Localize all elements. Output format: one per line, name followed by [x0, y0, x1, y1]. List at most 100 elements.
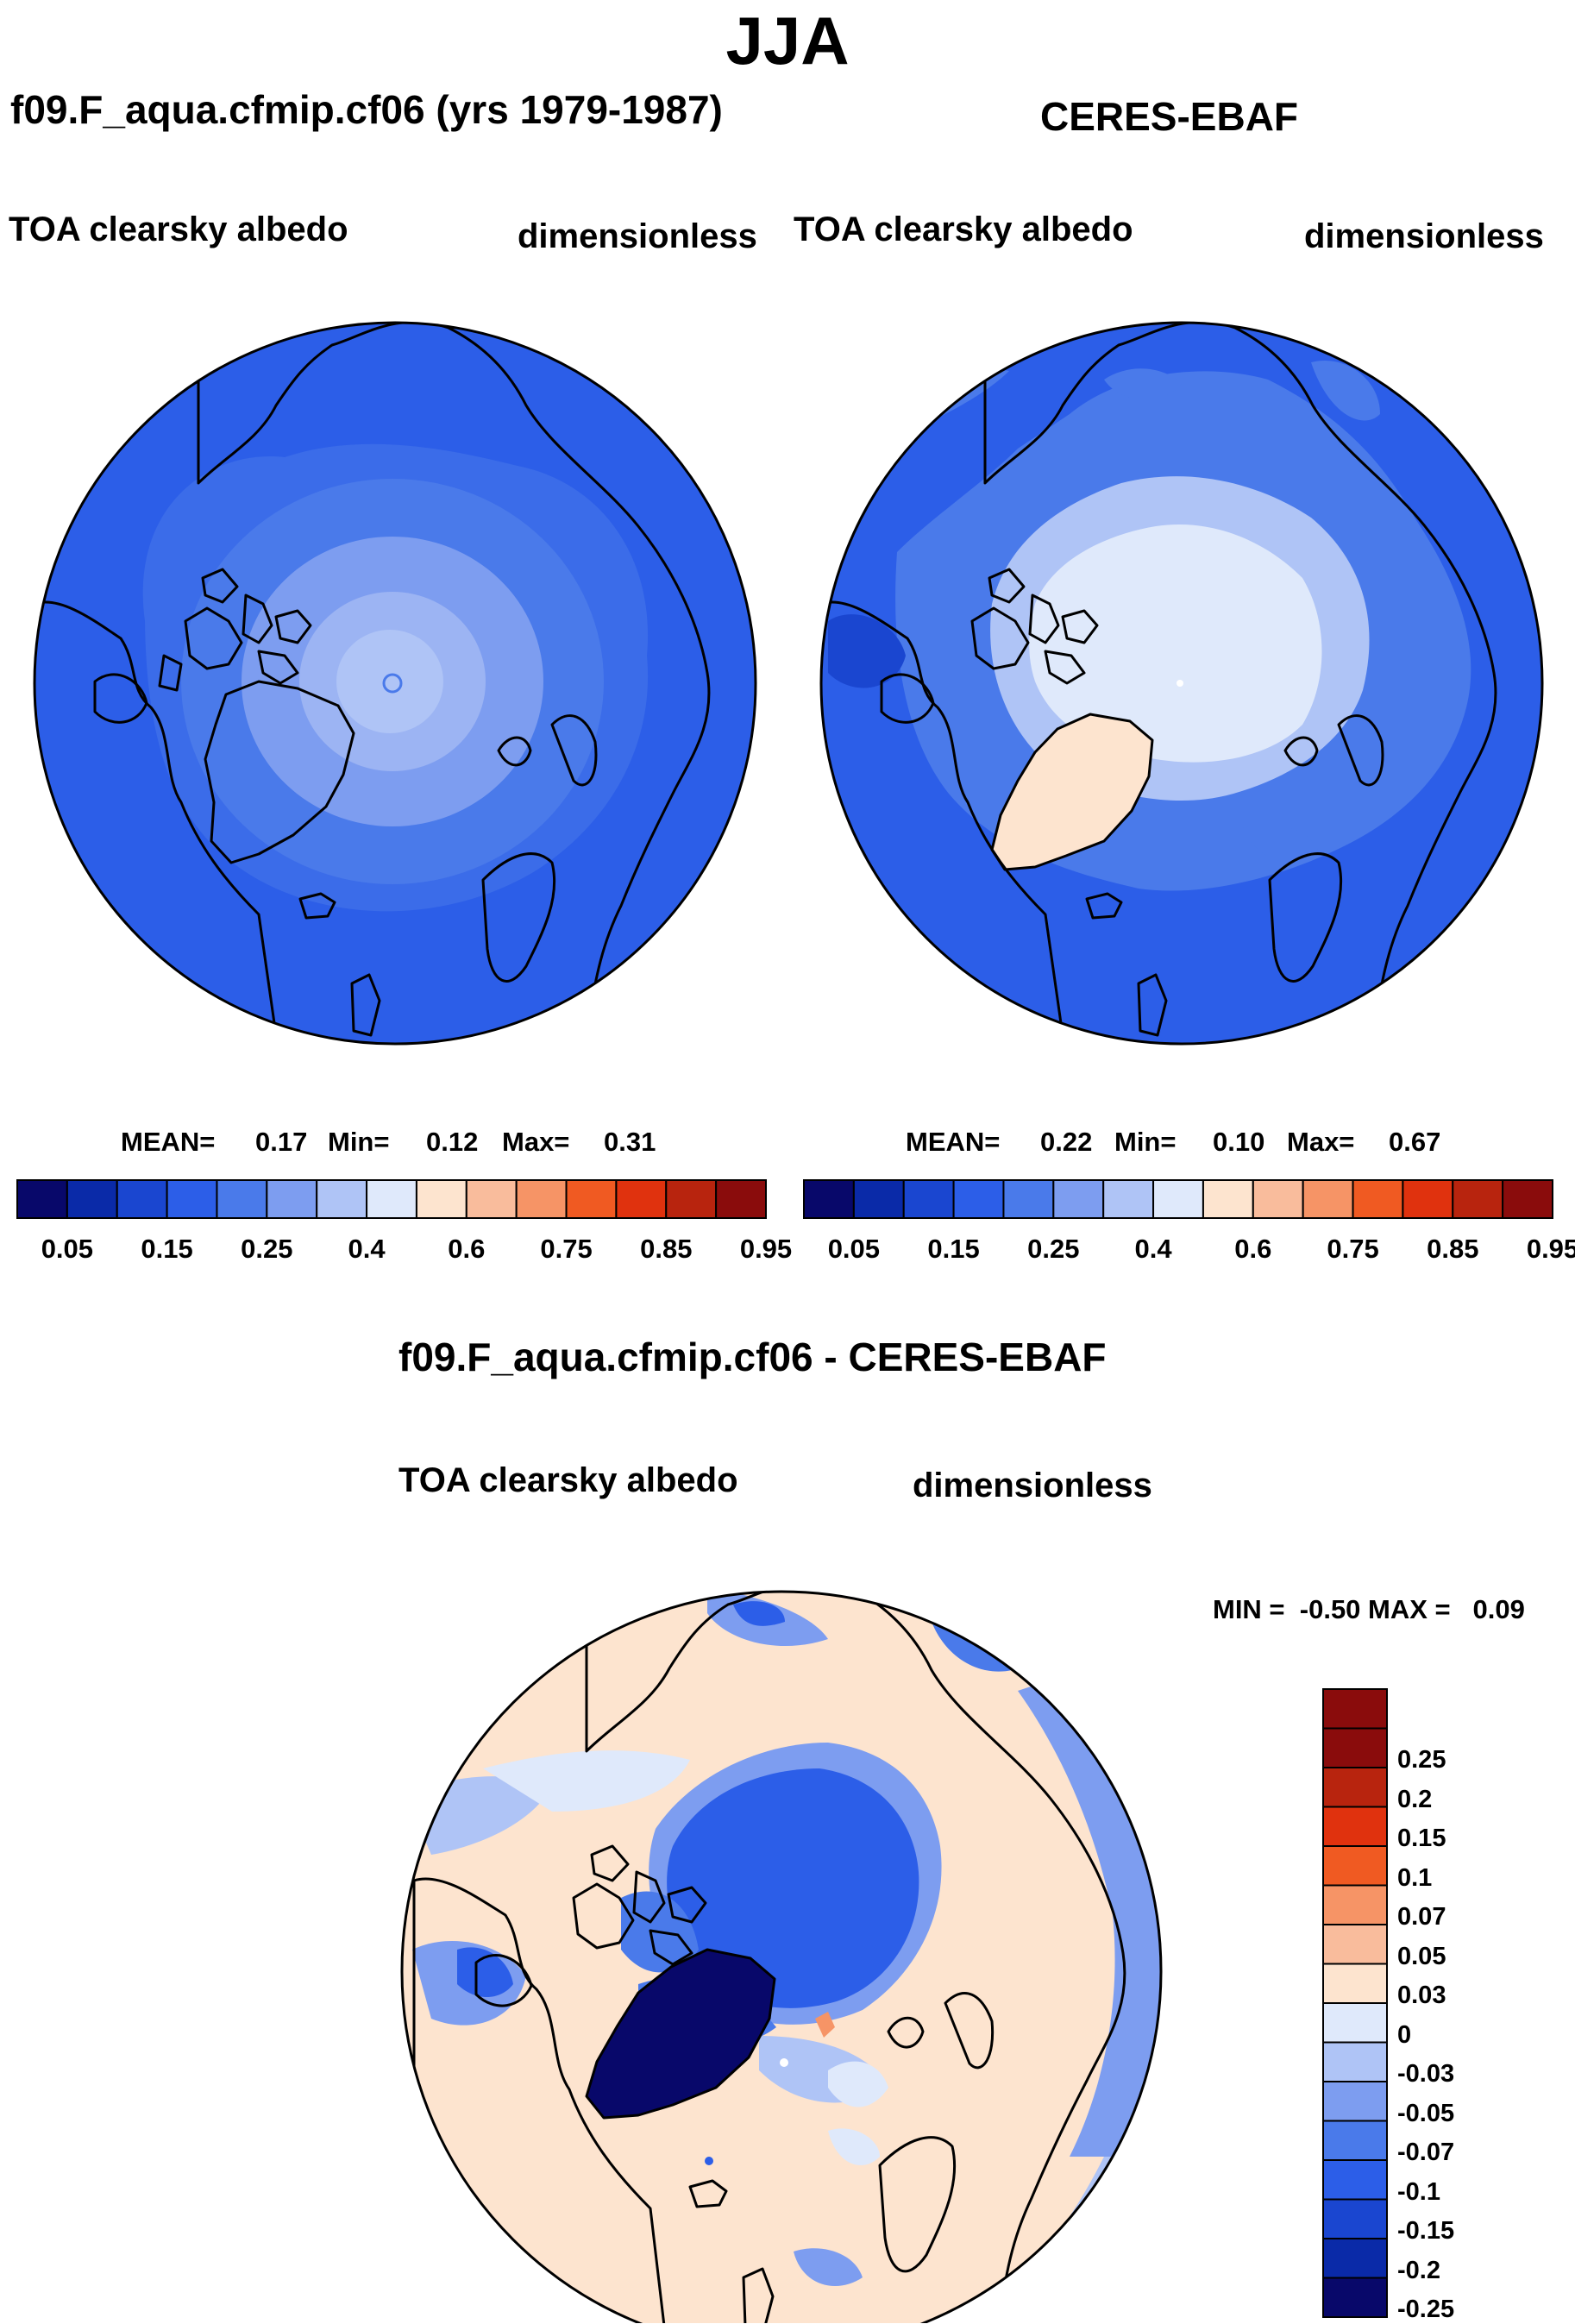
- ceres-colorbar-swatch: [952, 1179, 1005, 1219]
- ceres-colorbar-swatch: [1252, 1179, 1304, 1219]
- model-colorbar-tick-label: 0.05: [41, 1234, 94, 1264]
- model-colorbar-swatch: [665, 1179, 718, 1219]
- difference-colorbar-swatch: [1322, 1845, 1388, 1887]
- difference-colorbar-swatch: [1322, 1963, 1388, 2004]
- diff-units-label: dimensionless: [913, 1467, 1152, 1504]
- ceres-colorbar-tick-label: 0.25: [1027, 1234, 1080, 1264]
- difference-colorbar-swatch: [1322, 2238, 1388, 2279]
- ceres-colorbar-tick-label: 0.6: [1234, 1234, 1272, 1264]
- difference-colorbar-tick-label: 0.25: [1397, 1746, 1446, 1774]
- panel2-max-label: Max=: [1287, 1127, 1355, 1157]
- panel1-variable-label: TOA clearsky albedo: [9, 210, 348, 248]
- difference-colorbar-tick-label: 0.05: [1397, 1942, 1446, 1970]
- panel1-mean-value: 0.17: [255, 1127, 308, 1157]
- ceres-colorbar-tick-label: 0.05: [827, 1234, 881, 1264]
- model-colorbar-swatch: [166, 1179, 218, 1219]
- ceres-colorbar-tick-label: 0.75: [1327, 1234, 1379, 1264]
- panel1-max-label: Max=: [502, 1127, 570, 1157]
- panel2-mean-value: 0.22: [1040, 1127, 1093, 1157]
- panel2-variable-label: TOA clearsky albedo: [794, 210, 1133, 248]
- model-colorbar-swatch: [465, 1179, 518, 1219]
- difference-colorbar-tick-label: -0.1: [1397, 2177, 1440, 2206]
- ceres-coastlines: [821, 323, 1542, 1037]
- panel1-case-title: f09.F_aqua.cfmip.cf06 (yrs 1979-1987): [10, 87, 723, 132]
- model-colorbar-swatch: [565, 1179, 618, 1219]
- difference-map: [402, 1592, 1161, 2323]
- diff-minmax-label: MIN = -0.50 MAX = 0.09: [1213, 1594, 1525, 1624]
- ceres-colorbar: [803, 1179, 1553, 1219]
- ceres-colorbar-tick-label: 0.4: [1134, 1234, 1172, 1264]
- panel2-max-value: 0.67: [1389, 1127, 1441, 1157]
- difference-coastlines: [412, 1592, 1161, 2323]
- difference-colorbar-swatch: [1322, 2120, 1388, 2161]
- difference-colorbar-tick-label: -0.03: [1397, 2060, 1455, 2088]
- model-colorbar-swatch: [366, 1179, 417, 1219]
- difference-colorbar-swatch: [1322, 2198, 1388, 2239]
- model-colorbar-swatch: [715, 1179, 768, 1219]
- model-colorbar: [16, 1179, 768, 1219]
- model-colorbar-tick-label: 0.85: [640, 1234, 693, 1264]
- difference-colorbar-swatch: [1322, 1767, 1388, 1808]
- model-colorbar-tick-label: 0.4: [348, 1234, 386, 1264]
- difference-colorbar: [1322, 1688, 1388, 2318]
- difference-colorbar-tick-label: -0.05: [1397, 2099, 1455, 2127]
- panel2-units-label: dimensionless: [1304, 217, 1544, 255]
- model-colorbar-swatch: [316, 1179, 368, 1219]
- model-colorbar-tick-label: 0.6: [448, 1234, 486, 1264]
- ceres-colorbar-swatch: [1452, 1179, 1504, 1219]
- difference-map-border: [400, 1590, 1163, 2323]
- difference-colorbar-swatch: [1322, 1727, 1388, 1768]
- ceres-colorbar-swatch: [1102, 1179, 1155, 1219]
- difference-colorbar-swatch: [1322, 2041, 1388, 2082]
- ceres-colorbar-swatch: [1052, 1179, 1105, 1219]
- difference-colorbar-swatch: [1322, 1688, 1388, 1730]
- ceres-colorbar-swatch: [803, 1179, 855, 1219]
- ceres-colorbar-tick-label: 0.15: [927, 1234, 980, 1264]
- difference-colorbar-tick-label: -0.25: [1397, 2296, 1455, 2324]
- difference-colorbar-tick-label: -0.07: [1397, 2139, 1455, 2167]
- difference-colorbar-tick-label: 0.07: [1397, 1903, 1446, 1931]
- difference-colorbar-tick-label: 0: [1397, 2020, 1412, 2049]
- difference-colorbar-swatch: [1322, 2159, 1388, 2201]
- ceres-colorbar-swatch: [1352, 1179, 1404, 1219]
- ceres-colorbar-swatch: [902, 1179, 955, 1219]
- difference-colorbar-tick-label: -0.15: [1397, 2217, 1455, 2245]
- difference-colorbar-swatch: [1322, 2081, 1388, 2122]
- panel2-min-label: Min=: [1114, 1127, 1177, 1157]
- model-colorbar-swatch: [615, 1179, 668, 1219]
- model-colorbar-tick-label: 0.95: [739, 1234, 793, 1264]
- ceres-colorbar-swatch: [1002, 1179, 1055, 1219]
- model-colorbar-tick-label: 0.75: [540, 1234, 593, 1264]
- ceres-colorbar-swatch: [1202, 1179, 1254, 1219]
- diff-variable-label: TOA clearsky albedo: [398, 1461, 738, 1499]
- model-colorbar-swatch: [415, 1179, 467, 1219]
- difference-colorbar-swatch: [1322, 2277, 1388, 2318]
- diff-case-title: f09.F_aqua.cfmip.cf06 - CERES-EBAF: [398, 1335, 1107, 1379]
- ceres-colorbar-swatch: [1152, 1179, 1204, 1219]
- panel2-mean-label: MEAN=: [906, 1127, 1001, 1157]
- model-map: [35, 323, 756, 1044]
- panel2-case-title: CERES-EBAF: [1040, 94, 1299, 139]
- difference-colorbar-swatch: [1322, 1806, 1388, 1847]
- panel1-mean-label: MEAN=: [121, 1127, 216, 1157]
- page-title: JJA: [725, 3, 850, 79]
- model-colorbar-swatch: [16, 1179, 68, 1219]
- panel1-min-label: Min=: [328, 1127, 390, 1157]
- panel1-min-value: 0.12: [426, 1127, 479, 1157]
- model-colorbar-tick-label: 0.25: [241, 1234, 293, 1264]
- difference-colorbar-swatch: [1322, 1924, 1388, 1965]
- panel1-max-value: 0.31: [604, 1127, 656, 1157]
- model-colorbar-swatch: [515, 1179, 568, 1219]
- ceres-colorbar-tick-label: 0.95: [1526, 1234, 1575, 1264]
- ceres-colorbar-swatch: [1402, 1179, 1454, 1219]
- difference-colorbar-swatch: [1322, 2002, 1388, 2044]
- panel1-units-label: dimensionless: [518, 217, 757, 255]
- difference-colorbar-tick-label: 0.03: [1397, 1982, 1446, 2010]
- difference-colorbar-tick-label: 0.1: [1397, 1863, 1433, 1892]
- ceres-colorbar-swatch: [1302, 1179, 1354, 1219]
- ceres-map: [821, 323, 1542, 1044]
- difference-colorbar-tick-label: -0.2: [1397, 2256, 1440, 2284]
- model-colorbar-swatch: [216, 1179, 268, 1219]
- ceres-map-border: [819, 321, 1544, 1046]
